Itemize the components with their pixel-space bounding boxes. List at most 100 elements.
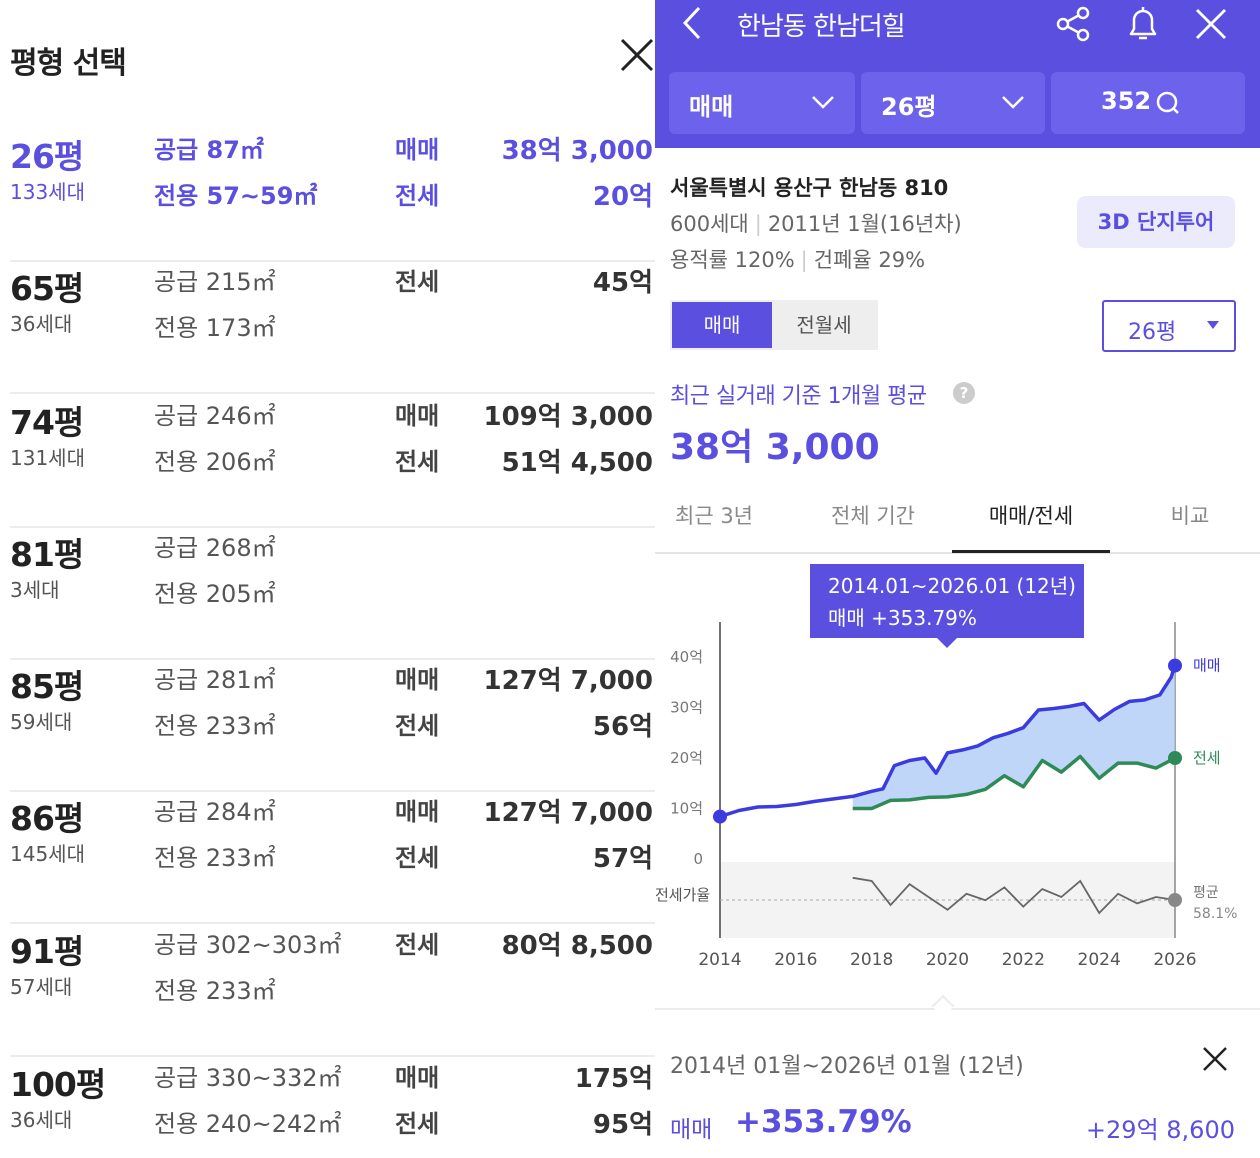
caret-down-icon — [1207, 321, 1219, 329]
share-icon[interactable] — [1053, 4, 1093, 44]
end-label-ratio: 평균 — [1193, 885, 1219, 901]
comment-icon — [1156, 91, 1179, 114]
row-supply-area: 공급 330~332㎡ — [154, 1064, 342, 1092]
top-header: 한남동 한남더힐 매매 26평 352 — [655, 0, 1260, 148]
row-pyeong: 100평 — [10, 1065, 106, 1104]
pyeong-row[interactable]: 74평 131세대 공급 246㎡ 전용 206㎡ 매매 109억 3,000 전세 51억 … — [10, 396, 655, 528]
complex-title: 한남동 한남더힐 — [737, 12, 906, 42]
meta-line-2: 용적률 120% | 건폐율 29% — [670, 248, 926, 272]
row-pyeong: 26평 — [10, 137, 84, 176]
back-icon[interactable] — [677, 4, 707, 42]
x-tick-label: 2026 — [1153, 950, 1196, 970]
summary-percent: +353.79% — [735, 1104, 912, 1140]
row-supply-area: 공급 246㎡ — [154, 402, 276, 430]
summary-label: 매매 — [670, 1117, 713, 1143]
row-exclusive-area: 전용 173㎡ — [154, 314, 276, 342]
row-exclusive-area: 전용 233㎡ — [154, 712, 276, 740]
x-tick-label: 2022 — [1002, 950, 1045, 970]
help-icon[interactable]: ? — [953, 382, 975, 404]
row-households: 36세대 — [10, 312, 73, 336]
row-exclusive-area: 전용 57~59㎡ — [154, 182, 318, 210]
row-pyeong: 81평 — [10, 535, 84, 574]
period-tabs: 최근 3년 전체 기간 매매/전세 비교 — [655, 480, 1260, 554]
row-exclusive-area: 전용 233㎡ — [154, 844, 276, 872]
divider-caret — [931, 994, 955, 1018]
row-exclusive-area: 전용 206㎡ — [154, 448, 276, 476]
row-price-1: 109억 3,000 — [483, 402, 654, 432]
end-point-ratio — [1168, 893, 1182, 907]
start-point-sale — [713, 809, 727, 824]
row-households: 145세대 — [10, 842, 85, 866]
series-line-ratio — [852, 876, 1176, 915]
sale-jeonse-area — [852, 665, 1175, 809]
pyeong-row[interactable]: 26평 133세대 공급 87㎡ 전용 57~59㎡ 매매 38억 3,000 전세 20억 — [10, 130, 655, 262]
row-price-2: 56억 — [592, 712, 653, 742]
row-type-1: 매매 — [395, 666, 440, 694]
row-exclusive-area: 전용 205㎡ — [154, 580, 276, 608]
pyeong-row[interactable]: 100평 36세대 공급 330~332㎡ 전용 240~242㎡ 매매 175억 전세 95… — [10, 1058, 655, 1158]
row-supply-area: 공급 268㎡ — [154, 534, 276, 562]
address: 서울특별시 용산구 한남동 810 — [670, 176, 949, 200]
segment-sale[interactable]: 매매 — [672, 302, 772, 348]
x-tick-label: 2016 — [774, 950, 817, 970]
tab-recent-3y[interactable]: 최근 3년 — [675, 504, 753, 528]
end-label-sale: 매매 — [1193, 657, 1221, 675]
tab-all-period[interactable]: 전체 기간 — [831, 504, 915, 528]
trade-type-label: 매매 — [689, 93, 734, 121]
pyeong-row[interactable]: 91평 57세대 공급 302~303㎡ 전용 233㎡ 전세 80억 8,500 — [10, 925, 655, 1057]
row-supply-area: 공급 87㎡ — [154, 136, 264, 164]
tab-compare[interactable]: 비교 — [1170, 504, 1210, 528]
panel-title: 평형 선택 — [10, 46, 127, 81]
row-households: 59세대 — [10, 710, 73, 734]
pyeong-label: 26평 — [881, 93, 937, 121]
row-supply-area: 공급 302~303㎡ — [154, 931, 342, 959]
meta-line-1: 600세대 | 2011년 1월(16년차) — [670, 212, 962, 236]
divider — [655, 1008, 1260, 1010]
pyeong-dropdown[interactable]: 26평 — [861, 72, 1045, 134]
pyeong-select-label: 26평 — [1128, 320, 1177, 345]
row-price-1: 80억 8,500 — [501, 931, 653, 961]
row-households: 36세대 — [10, 1108, 73, 1132]
row-households: 133세대 — [10, 180, 85, 204]
end-point-jeonse — [1168, 751, 1182, 765]
row-pyeong: 74평 — [10, 403, 84, 442]
y-tick-label: 40억 — [670, 648, 703, 666]
pyeong-row[interactable]: 86평 145세대 공급 284㎡ 전용 233㎡ 매매 127억 7,000 전세 57억 — [10, 792, 655, 924]
close-icon[interactable] — [618, 36, 655, 74]
end-point-sale — [1168, 658, 1182, 673]
pyeong-select[interactable]: 26평 — [1102, 300, 1236, 352]
comments-button[interactable]: 352 — [1051, 72, 1245, 134]
x-tick-label: 2024 — [1078, 950, 1121, 970]
chevron-down-icon — [1002, 96, 1024, 109]
summary-period: 2014년 01월~2026년 01월 (12년) — [670, 1054, 1024, 1079]
pyeong-row[interactable]: 65평 36세대 공급 215㎡ 전용 173㎡ 전세 45억 — [10, 262, 655, 394]
row-households: 131세대 — [10, 446, 85, 470]
row-supply-area: 공급 284㎡ — [154, 798, 276, 826]
row-type-2: 전세 — [395, 712, 440, 740]
trade-type-dropdown[interactable]: 매매 — [669, 72, 855, 134]
chevron-down-icon — [812, 96, 834, 109]
pyeong-row[interactable]: 81평 3세대 공급 268㎡ 전용 205㎡ — [10, 528, 655, 660]
segment-rent[interactable]: 전월세 — [796, 313, 852, 337]
row-price-1: 175억 — [574, 1064, 653, 1094]
price-chart[interactable]: 40억 30억 20억 10억 0 2014 2016 2018 2020 2022 2024 202… — [655, 600, 1260, 980]
comment-count: 352 — [1101, 87, 1152, 115]
pyeong-select-panel: 평형 선택 26평 133세대 공급 87㎡ 전용 57~59㎡ 매매 38억 3,000… — [10, 36, 655, 1158]
y-tick-label: 30억 — [670, 699, 703, 717]
average-price: 38억 3,000 — [670, 427, 880, 468]
tab-sale-jeonse[interactable]: 매매/전세 — [988, 504, 1074, 528]
row-exclusive-area: 전용 233㎡ — [154, 977, 276, 1005]
floor-area-ratio: 용적률 120% — [670, 248, 795, 272]
x-tick-label: 2014 — [698, 950, 741, 970]
y-tick-label: 10억 — [670, 800, 703, 818]
built-date: 2011년 1월(16년차) — [767, 212, 962, 236]
series-line-jeonse — [852, 754, 1176, 811]
series-line-sale — [719, 665, 1177, 819]
pyeong-row[interactable]: 85평 59세대 공급 281㎡ 전용 233㎡ 매매 127억 7,000 전세 56억 — [10, 660, 655, 792]
end-label-jeonse: 전세 — [1193, 749, 1221, 767]
bell-icon[interactable] — [1123, 4, 1163, 44]
row-pyeong: 85평 — [10, 667, 84, 706]
close-icon[interactable] — [1191, 4, 1231, 44]
3d-tour-button[interactable]: 3D 단지투어 — [1077, 196, 1235, 248]
close-icon[interactable] — [1200, 1044, 1230, 1074]
